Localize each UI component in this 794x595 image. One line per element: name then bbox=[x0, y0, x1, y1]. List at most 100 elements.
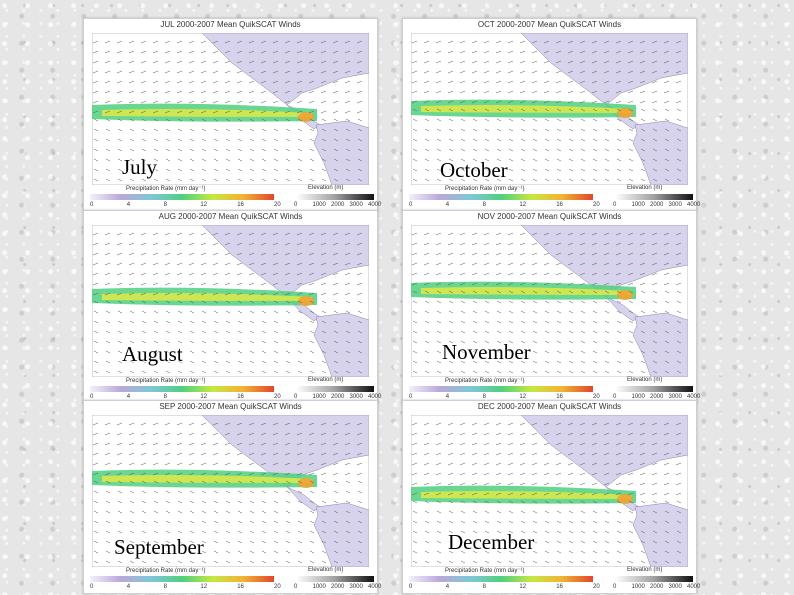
wind-vector-icon bbox=[153, 490, 159, 494]
wind-vector-icon bbox=[568, 320, 574, 324]
wind-vector-icon bbox=[664, 320, 670, 324]
wind-vector-icon bbox=[213, 340, 219, 344]
wind-vector-icon bbox=[424, 550, 430, 554]
wind-vector-icon bbox=[357, 510, 363, 514]
wind-vector-icon bbox=[272, 292, 279, 296]
wind-vector-icon bbox=[652, 330, 658, 334]
wind-vector-icon bbox=[248, 50, 255, 54]
wind-vector-icon bbox=[308, 432, 315, 436]
wind-vector-icon bbox=[639, 60, 646, 64]
wind-vector-icon bbox=[531, 252, 538, 256]
wind-vector-icon bbox=[531, 482, 538, 486]
wind-vector-icon bbox=[555, 482, 562, 486]
wind-vector-icon bbox=[423, 252, 430, 256]
wind-vector-icon bbox=[604, 360, 610, 364]
wind-vector-icon bbox=[333, 138, 339, 142]
wind-vector-icon bbox=[189, 118, 195, 122]
wind-vector-icon bbox=[651, 80, 658, 84]
wind-vector-icon bbox=[471, 232, 478, 236]
wind-vector-icon bbox=[495, 422, 502, 426]
wind-vector-icon bbox=[556, 370, 562, 374]
wind-vector-icon bbox=[105, 530, 111, 534]
wind-vector-icon bbox=[603, 422, 610, 426]
wind-vector-icon bbox=[345, 490, 351, 494]
wind-vector-icon bbox=[356, 432, 363, 436]
wind-vector-icon bbox=[273, 530, 279, 534]
wind-vector-icon bbox=[520, 118, 526, 122]
precip-wind-map bbox=[411, 415, 688, 567]
wind-vector-icon bbox=[260, 272, 267, 276]
wind-vector-icon bbox=[225, 360, 231, 364]
wind-vector-icon bbox=[297, 530, 303, 534]
wind-vector-icon bbox=[153, 520, 159, 524]
wind-vector-icon bbox=[249, 530, 255, 534]
precip-tick-label: 16 bbox=[556, 584, 563, 590]
wind-vector-icon bbox=[567, 452, 574, 456]
wind-vector-icon bbox=[472, 310, 478, 314]
wind-vector-icon bbox=[423, 462, 430, 466]
wind-vector-icon bbox=[435, 80, 442, 84]
wind-vector-icon bbox=[603, 40, 610, 44]
wind-vector-icon bbox=[411, 482, 418, 486]
wind-vector-icon bbox=[604, 330, 610, 334]
wind-vector-icon bbox=[675, 80, 682, 84]
precip-tick-label: 4 bbox=[126, 394, 131, 400]
wind-vector-icon bbox=[459, 462, 466, 466]
wind-vector-icon bbox=[273, 370, 279, 374]
wind-vector-icon bbox=[412, 560, 418, 564]
wind-vector-icon bbox=[128, 472, 135, 476]
wind-vector-icon bbox=[639, 232, 646, 236]
wind-vector-icon bbox=[140, 90, 147, 94]
wind-vector-icon bbox=[153, 178, 159, 182]
wind-vector-icon bbox=[471, 262, 478, 266]
wind-vector-icon bbox=[201, 510, 207, 514]
wind-vector-icon bbox=[213, 350, 219, 354]
wind-vector-icon bbox=[296, 40, 303, 44]
wind-vector-icon bbox=[152, 60, 159, 64]
wind-vector-icon bbox=[447, 80, 454, 84]
wind-vector-icon bbox=[555, 442, 562, 446]
wind-vector-icon bbox=[471, 452, 478, 456]
wind-vector-icon bbox=[495, 282, 502, 286]
wind-vector-icon bbox=[604, 510, 610, 514]
wind-vector-icon bbox=[344, 70, 351, 74]
wind-vector-icon bbox=[472, 350, 478, 354]
wind-vector-icon bbox=[320, 90, 327, 94]
wind-vector-icon bbox=[580, 330, 586, 334]
wind-vector-icon bbox=[309, 490, 315, 494]
wind-vector-icon bbox=[483, 442, 490, 446]
wind-vector-icon bbox=[212, 282, 219, 286]
wind-vector-icon bbox=[424, 350, 430, 354]
wind-vector-icon bbox=[592, 178, 598, 182]
wind-vector-icon bbox=[237, 138, 243, 142]
wind-vector-icon bbox=[201, 550, 207, 554]
wind-vector-icon bbox=[472, 178, 478, 182]
south-america-landmass bbox=[632, 120, 688, 185]
wind-vector-icon bbox=[628, 168, 634, 172]
wind-vector-icon bbox=[93, 520, 99, 524]
wind-vector-icon bbox=[344, 472, 351, 476]
wind-vector-icon bbox=[272, 110, 279, 114]
wind-vector-icon bbox=[615, 452, 622, 456]
wind-vector-icon bbox=[423, 282, 430, 286]
wind-vector-icon bbox=[129, 330, 135, 334]
wind-vector-icon bbox=[592, 550, 598, 554]
wind-vector-icon bbox=[628, 340, 634, 344]
wind-vector-icon bbox=[628, 290, 634, 294]
wind-vector-icon bbox=[93, 118, 99, 122]
wind-vector-icon bbox=[436, 560, 442, 564]
wind-vector-icon bbox=[675, 492, 682, 496]
elevation-colorbar bbox=[615, 194, 693, 200]
wind-vector-icon bbox=[129, 500, 135, 504]
wind-vector-icon bbox=[508, 158, 514, 162]
wind-vector-icon bbox=[176, 242, 183, 246]
wind-vector-icon bbox=[627, 100, 634, 104]
wind-vector-icon bbox=[261, 178, 267, 182]
wind-vector-icon bbox=[448, 340, 454, 344]
wind-vector-icon bbox=[532, 550, 538, 554]
precip-maximum bbox=[298, 296, 314, 306]
wind-vector-icon bbox=[603, 60, 610, 64]
wind-vector-icon bbox=[639, 452, 646, 456]
precip-tick-label: 12 bbox=[200, 202, 208, 208]
wind-vector-icon bbox=[273, 138, 279, 142]
